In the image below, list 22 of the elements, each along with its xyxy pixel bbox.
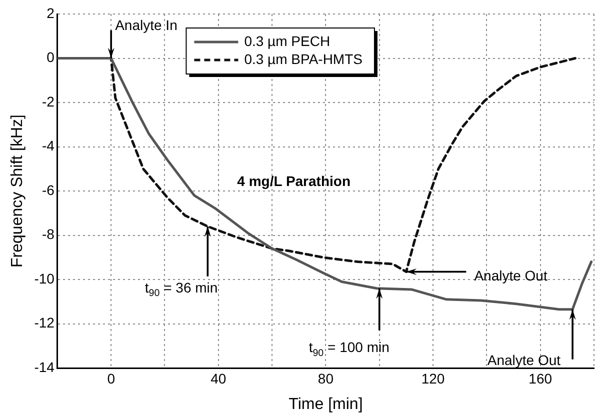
annotation: 4 mg/L Parathion	[237, 173, 351, 190]
y-tick-label: -4	[42, 138, 55, 154]
annotation: Analyte In	[115, 17, 178, 34]
x-axis-title: Time [min]	[288, 396, 363, 413]
y-tick-label: -2	[42, 93, 55, 110]
x-tick-label: 160	[528, 370, 552, 386]
y-tick-label: 0	[46, 49, 55, 66]
annotation: Analyte Out	[487, 352, 561, 368]
x-tick-label: 40	[210, 370, 226, 386]
x-tick-label: 80	[318, 370, 334, 386]
y-tick-label: -10	[34, 270, 55, 286]
y-tick-label: -8	[42, 226, 55, 242]
legend-label: 0.3 µm BPA-HMTS	[244, 50, 362, 67]
y-tick-label: -12	[34, 314, 55, 331]
y-axis-title: Frequency Shift [kHz]	[9, 114, 26, 268]
x-tick-label: 120	[421, 370, 445, 386]
x-tick-label: 0	[107, 370, 116, 386]
y-tick-label: -6	[42, 182, 55, 198]
annotation: Analyte Out	[474, 268, 548, 284]
y-tick-label: -14	[34, 358, 55, 375]
y-tick-label: 2	[46, 4, 55, 21]
legend-label: 0.3 µm PECH	[244, 32, 330, 49]
